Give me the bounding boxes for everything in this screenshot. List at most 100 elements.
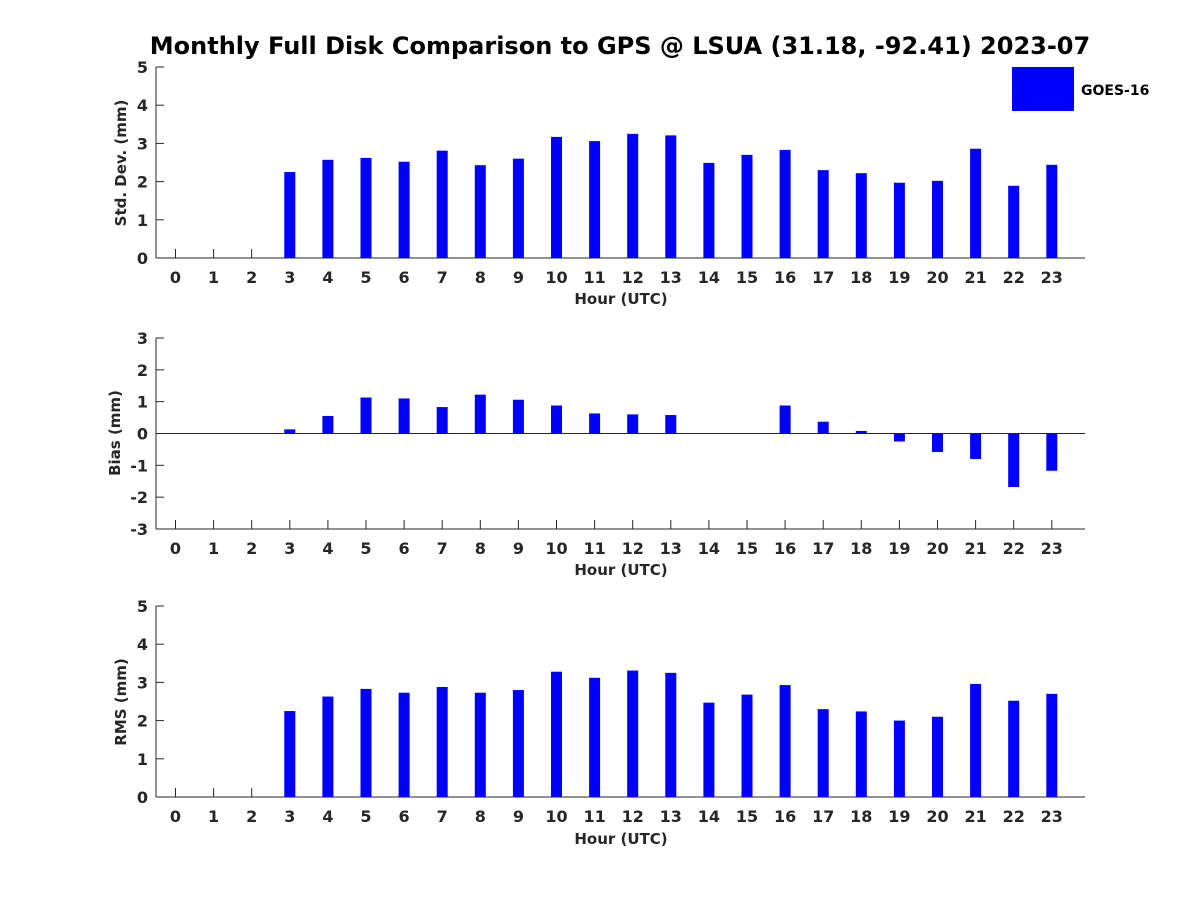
bar <box>893 433 905 442</box>
bar <box>893 182 905 258</box>
bar <box>589 677 601 797</box>
bar <box>398 398 410 434</box>
x-tick-label: 15 <box>736 539 758 558</box>
x-tick-label: 22 <box>1003 807 1025 826</box>
bar <box>932 433 943 452</box>
x-tick-label: 10 <box>545 268 567 287</box>
y-axis-label: RMS (mm) <box>112 658 130 745</box>
x-tick-label: 15 <box>736 807 758 826</box>
bar <box>893 720 905 797</box>
x-tick-label: 21 <box>964 807 986 826</box>
bar <box>512 158 524 258</box>
bar <box>436 150 448 258</box>
x-tick-label: 12 <box>622 539 644 558</box>
legend-label: GOES-16 <box>1081 83 1149 99</box>
y-tick-label: 3 <box>137 329 148 348</box>
x-tick-label: 12 <box>622 807 644 826</box>
x-tick-label: 23 <box>1041 807 1063 826</box>
bar <box>855 173 867 258</box>
bar <box>322 415 334 434</box>
x-tick-label: 7 <box>437 807 448 826</box>
y-tick-label: 0 <box>137 425 148 444</box>
y-tick-label: 1 <box>137 393 148 412</box>
x-tick-label: 19 <box>888 268 910 287</box>
bar <box>322 159 334 258</box>
x-axis-label: Hour (UTC) <box>574 561 667 579</box>
x-tick-label: 12 <box>622 268 644 287</box>
x-tick-label: 13 <box>660 539 682 558</box>
x-tick-label: 20 <box>926 807 948 826</box>
x-tick-label: 7 <box>437 268 448 287</box>
x-tick-label: 16 <box>774 268 796 287</box>
x-tick-label: 22 <box>1003 268 1025 287</box>
x-tick-label: 6 <box>399 539 410 558</box>
y-tick-label: 1 <box>137 750 148 769</box>
bar <box>855 430 867 434</box>
x-tick-label: 4 <box>322 268 333 287</box>
bar <box>779 685 791 797</box>
x-tick-label: 0 <box>170 539 181 558</box>
x-tick-label: 2 <box>246 268 257 287</box>
x-tick-label: 11 <box>583 268 605 287</box>
bar <box>284 172 296 258</box>
y-tick-label: 4 <box>137 96 148 115</box>
x-tick-label: 11 <box>583 807 605 826</box>
y-tick-label: 5 <box>137 597 148 616</box>
chart-title: Monthly Full Disk Comparison to GPS @ LS… <box>150 32 1090 60</box>
x-tick-label: 2 <box>246 807 257 826</box>
x-tick-label: 19 <box>888 807 910 826</box>
x-tick-label: 14 <box>698 539 720 558</box>
bar <box>551 671 562 797</box>
x-tick-label: 23 <box>1041 539 1063 558</box>
bar <box>817 421 829 434</box>
x-tick-label: 17 <box>812 807 834 826</box>
bar <box>817 170 829 258</box>
x-tick-label: 10 <box>545 807 567 826</box>
x-tick-label: 9 <box>513 268 524 287</box>
y-tick-label: -2 <box>130 488 148 507</box>
bar <box>1046 433 1058 471</box>
bar <box>703 162 715 258</box>
bar <box>284 711 296 797</box>
bar <box>284 429 296 434</box>
x-tick-label: 21 <box>964 539 986 558</box>
x-tick-label: 3 <box>284 539 295 558</box>
y-tick-label: -3 <box>130 520 148 539</box>
x-tick-label: 18 <box>850 807 872 826</box>
legend-swatch <box>1012 67 1074 111</box>
x-tick-label: 21 <box>964 268 986 287</box>
x-tick-label: 11 <box>583 539 605 558</box>
x-tick-label: 18 <box>850 268 872 287</box>
bar <box>360 688 372 797</box>
x-tick-label: 4 <box>322 539 333 558</box>
x-tick-label: 23 <box>1041 268 1063 287</box>
bar <box>589 413 601 434</box>
x-tick-label: 0 <box>170 807 181 826</box>
bar <box>970 433 982 459</box>
x-tick-label: 7 <box>437 539 448 558</box>
bar <box>436 686 448 797</box>
y-tick-label: 2 <box>137 712 148 731</box>
x-tick-label: 14 <box>698 807 720 826</box>
y-axis-label: Bias (mm) <box>106 390 124 476</box>
y-tick-label: 4 <box>137 635 148 654</box>
x-tick-label: 1 <box>208 807 219 826</box>
bar <box>551 136 562 258</box>
bar <box>398 161 410 258</box>
x-tick-label: 4 <box>322 807 333 826</box>
bar <box>322 696 334 797</box>
x-tick-label: 17 <box>812 268 834 287</box>
y-axis-label: Std. Dev. (mm) <box>112 100 130 227</box>
x-tick-label: 9 <box>513 807 524 826</box>
x-tick-label: 8 <box>475 268 486 287</box>
bar <box>779 405 791 434</box>
x-tick-label: 15 <box>736 268 758 287</box>
x-axis-label: Hour (UTC) <box>574 290 667 308</box>
x-tick-label: 10 <box>545 539 567 558</box>
bar <box>1008 185 1020 258</box>
x-tick-label: 17 <box>812 539 834 558</box>
bar <box>474 394 486 434</box>
x-tick-label: 6 <box>399 807 410 826</box>
